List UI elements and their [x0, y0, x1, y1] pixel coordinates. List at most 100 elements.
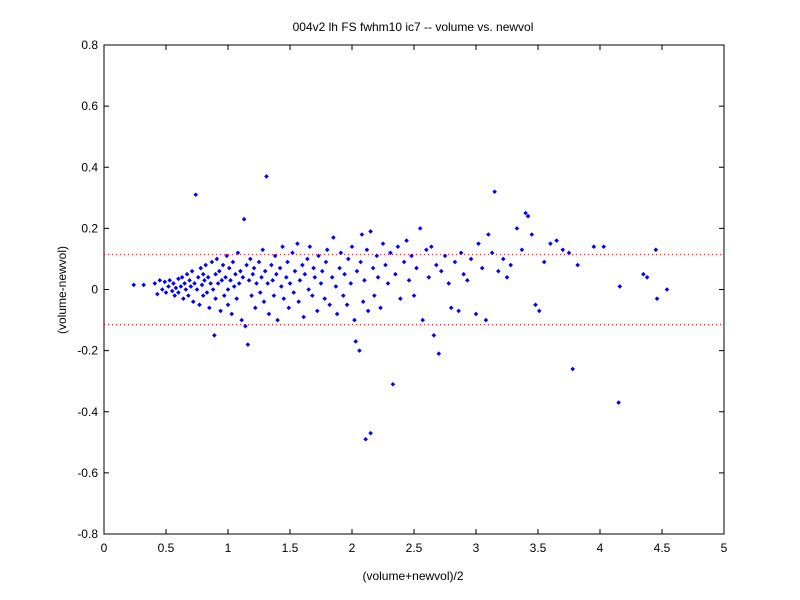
data-point [420, 317, 425, 323]
data-point [465, 278, 470, 283]
data-point [560, 247, 566, 253]
data-point [246, 278, 252, 283]
data-point [653, 247, 659, 253]
data-point [365, 308, 371, 314]
data-point [169, 288, 175, 294]
data-point [240, 274, 246, 280]
data-point [215, 281, 221, 286]
data-point [431, 333, 437, 338]
data-point [192, 281, 197, 286]
data-point [203, 262, 208, 268]
data-point [209, 259, 215, 265]
data-point [345, 256, 351, 262]
data-point [566, 250, 572, 256]
data-point [360, 299, 366, 305]
data-point [331, 235, 336, 240]
data-point [496, 268, 501, 274]
data-point [261, 299, 267, 305]
x-tick-label: 1.5 [282, 541, 299, 555]
data-point [157, 278, 163, 283]
data-point [385, 281, 391, 286]
x-tick-label: 2 [349, 541, 356, 555]
data-point [362, 278, 367, 283]
data-point [357, 348, 362, 353]
data-point [197, 302, 202, 308]
data-point [342, 271, 347, 277]
y-tick-label: 0.6 [81, 99, 98, 113]
x-tick-label: 0 [101, 541, 108, 555]
data-point [225, 302, 231, 308]
data-point [617, 284, 623, 289]
data-point [241, 216, 247, 222]
data-point [654, 296, 660, 301]
data-point [224, 253, 230, 259]
data-point [344, 302, 350, 308]
data-point [183, 287, 189, 292]
y-tick-label: 0 [91, 283, 98, 297]
data-point [297, 278, 303, 283]
data-point [436, 351, 442, 356]
data-point [245, 342, 251, 347]
data-point [228, 278, 233, 283]
data-point [348, 281, 354, 286]
data-point [591, 244, 597, 250]
data-point [375, 274, 381, 280]
data-point [329, 274, 335, 280]
data-point [370, 265, 376, 271]
data-point [176, 290, 181, 295]
data-point [287, 281, 293, 286]
data-point [641, 271, 646, 277]
data-point [248, 256, 253, 262]
data-point [554, 238, 559, 243]
data-point [292, 268, 298, 274]
data-point [333, 284, 339, 289]
data-point [172, 293, 177, 298]
data-point [476, 241, 481, 246]
data-point [265, 281, 270, 286]
data-point [219, 278, 225, 283]
data-point [295, 241, 300, 246]
data-point [155, 291, 160, 297]
data-point [364, 247, 370, 253]
data-point [225, 287, 231, 292]
data-point [167, 278, 173, 283]
data-point [458, 250, 464, 256]
data-point [234, 296, 239, 301]
data-point [301, 314, 306, 320]
data-point [212, 333, 217, 338]
x-tick-label: 3 [473, 541, 480, 555]
data-point [259, 274, 264, 280]
data-point [323, 259, 329, 265]
data-point [244, 262, 249, 268]
data-point [446, 281, 452, 286]
x-tick-label: 1 [225, 541, 232, 555]
data-point [269, 262, 274, 268]
data-point [519, 247, 525, 253]
data-point [644, 274, 650, 280]
y-tick-label: -0.4 [77, 405, 98, 419]
data-point [189, 268, 195, 274]
data-point [380, 241, 386, 246]
data-point [286, 305, 292, 311]
data-point [483, 317, 489, 323]
data-point [310, 293, 315, 298]
data-point [395, 244, 401, 250]
data-point [179, 274, 185, 280]
data-point [163, 290, 169, 295]
data-point [243, 323, 248, 329]
data-point [575, 262, 580, 268]
data-point [319, 268, 325, 274]
data-point [541, 259, 547, 265]
data-point [275, 317, 280, 323]
data-point [404, 238, 409, 243]
y-tick-label: -0.8 [77, 527, 98, 541]
data-point [229, 311, 235, 317]
data-point [452, 259, 458, 265]
data-point [226, 265, 232, 271]
y-tick-label: 0.2 [81, 221, 98, 235]
data-point [274, 271, 279, 277]
data-point [473, 311, 479, 317]
data-point [664, 287, 670, 292]
data-point [312, 274, 318, 280]
data-point [411, 293, 417, 298]
